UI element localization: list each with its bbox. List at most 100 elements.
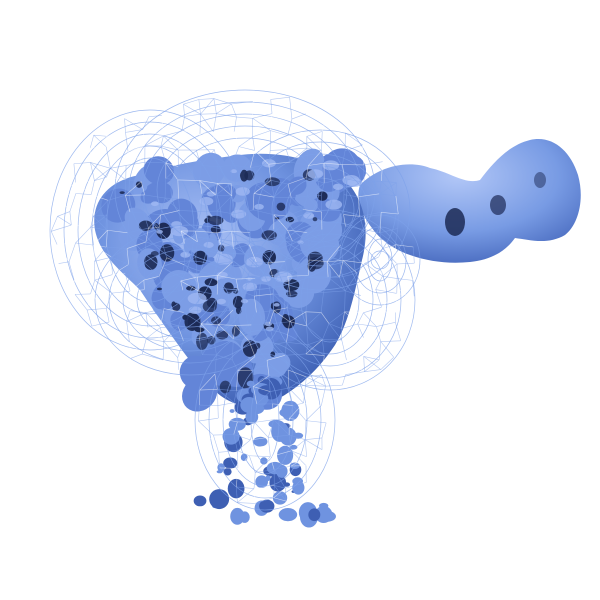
mesh-edge xyxy=(252,130,271,138)
mesh-edge xyxy=(306,312,322,327)
mesh-edge xyxy=(195,256,216,265)
density-crevice xyxy=(143,254,158,270)
mesh-edge xyxy=(305,353,325,356)
mesh-edge xyxy=(286,147,307,150)
density-crevice xyxy=(156,222,171,239)
mesh-edge xyxy=(213,434,234,436)
mesh-edge xyxy=(177,312,184,327)
mesh-edge xyxy=(163,135,179,151)
mesh-edge xyxy=(254,422,269,438)
mesh-edge xyxy=(165,162,179,167)
mesh-edge xyxy=(73,162,91,165)
mesh-edge xyxy=(130,289,145,292)
mesh-edge xyxy=(231,195,234,214)
mesh-edge xyxy=(285,488,287,502)
mesh-edge xyxy=(306,131,323,137)
mesh-edge xyxy=(344,273,358,292)
mesh-edge xyxy=(266,344,275,361)
mesh-edge xyxy=(90,293,107,309)
mesh-edge xyxy=(291,195,308,198)
density-highlight xyxy=(347,178,363,187)
mesh-edge xyxy=(237,502,255,504)
mesh-edge xyxy=(253,488,274,499)
density-fragment xyxy=(223,467,232,476)
mesh-edge xyxy=(287,184,292,198)
mesh-edge xyxy=(269,321,290,325)
mesh-edge xyxy=(50,231,58,245)
mesh-edge xyxy=(308,150,322,166)
mesh-edge xyxy=(270,180,289,185)
mesh-edge xyxy=(382,244,396,249)
mesh-edge xyxy=(252,193,255,210)
mesh-edge xyxy=(378,256,383,277)
mesh-edge xyxy=(235,486,238,503)
mesh-edge xyxy=(90,136,107,149)
mesh-edge xyxy=(56,244,59,264)
mesh-edge xyxy=(272,293,275,311)
density-fragment xyxy=(260,457,268,465)
mesh-edge xyxy=(90,227,95,246)
mesh-edge xyxy=(379,193,396,197)
mesh-edge xyxy=(110,168,126,180)
mesh-edge xyxy=(380,341,394,358)
mesh-edge xyxy=(304,439,307,457)
mesh-edge xyxy=(213,336,234,340)
mesh-edge xyxy=(378,244,396,258)
mesh-edge xyxy=(201,193,216,196)
mesh-edge xyxy=(394,244,398,264)
density-fragment xyxy=(272,491,288,505)
mesh-edge xyxy=(230,183,233,196)
mesh-edge xyxy=(288,387,294,406)
mesh-edge xyxy=(376,326,381,342)
mesh-edge xyxy=(213,312,219,325)
mesh-edge xyxy=(165,149,179,164)
mesh-edge xyxy=(195,149,202,166)
mesh-edge xyxy=(249,324,252,342)
mesh-edge xyxy=(94,279,112,294)
mesh-edge xyxy=(287,135,307,137)
mesh-edge xyxy=(267,241,276,263)
mesh-edge xyxy=(290,161,309,166)
mesh-edge xyxy=(253,184,257,194)
mesh-edge xyxy=(341,311,345,329)
mesh-edge xyxy=(177,179,179,199)
mesh-edge xyxy=(126,312,147,322)
mesh-edge xyxy=(364,180,382,183)
mesh-edge xyxy=(250,163,269,169)
mesh-edge xyxy=(289,311,307,322)
mesh-edge xyxy=(375,276,383,290)
mesh-edge xyxy=(106,246,112,258)
mesh-edge xyxy=(57,211,70,217)
mesh-edge xyxy=(216,113,237,118)
mesh-edge xyxy=(339,277,346,291)
mesh-edge xyxy=(218,309,234,325)
mesh-edge xyxy=(253,472,256,489)
mesh-edge xyxy=(148,115,162,118)
mesh-edge xyxy=(307,182,325,197)
mesh-edge xyxy=(287,118,293,136)
mesh-edge xyxy=(254,278,256,297)
mesh-edge xyxy=(305,405,322,421)
mesh-edge xyxy=(164,178,167,199)
mesh-edge xyxy=(345,371,365,375)
mesh-edge xyxy=(213,418,219,436)
mesh-edge xyxy=(356,263,366,274)
mesh-edge xyxy=(254,497,274,504)
mesh-edge xyxy=(232,359,239,371)
mesh-edge xyxy=(288,385,306,389)
mesh-edge xyxy=(322,323,330,340)
density-fragment xyxy=(209,489,230,510)
mesh-edge xyxy=(395,195,399,215)
mesh-edge xyxy=(144,262,160,277)
mesh-edge xyxy=(285,135,289,150)
mesh-edge xyxy=(273,344,286,356)
mesh-edge xyxy=(197,310,214,314)
mesh-edge xyxy=(252,118,271,131)
mesh-edge xyxy=(287,229,293,242)
mesh-edge xyxy=(305,165,309,178)
mesh-edge xyxy=(375,289,382,308)
mesh-edge xyxy=(143,212,149,229)
mesh-edge xyxy=(381,180,397,183)
mesh-edge xyxy=(220,230,232,245)
mesh-edge xyxy=(107,195,126,201)
